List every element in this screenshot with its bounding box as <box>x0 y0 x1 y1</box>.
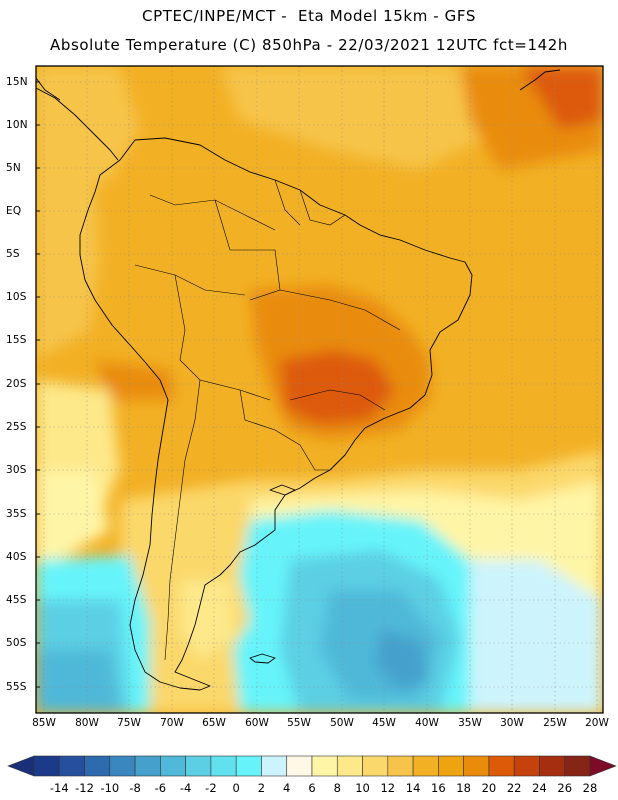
colorbar-tick-label: -8 <box>129 781 141 795</box>
colorbar-swatch <box>84 755 111 777</box>
lon-label: 35W <box>458 717 482 729</box>
colorbar-swatch <box>286 755 313 777</box>
colorbar-swatch <box>564 755 591 777</box>
colorbar-tick-label: 26 <box>557 781 573 795</box>
colorbar-tick-label: 24 <box>532 781 547 795</box>
lat-label: 50S <box>6 637 27 649</box>
lat-label: 5N <box>6 162 21 174</box>
south-america-outline <box>79 137 473 691</box>
lat-label: 5S <box>6 248 20 260</box>
temperature-field <box>36 66 603 713</box>
colorbar-tick-label: 6 <box>308 781 316 795</box>
colorbar-tick-label: 16 <box>431 781 446 795</box>
lat-label: 35S <box>6 508 27 520</box>
falklands-outline <box>249 653 276 664</box>
lon-label: 75W <box>117 717 141 729</box>
colorbar-swatch <box>160 755 186 777</box>
colorbar-tick-label: 28 <box>582 781 598 795</box>
lat-label: 25S <box>6 421 27 433</box>
colorbar-swatch <box>261 755 288 777</box>
colorbar-low-arrow <box>7 755 35 777</box>
lon-label: 30W <box>500 717 524 729</box>
colorbar-tick-label: 20 <box>481 781 497 795</box>
lat-label: 15N <box>6 76 28 88</box>
colorbar-tick-label: 12 <box>380 781 396 795</box>
lon-label: 70W <box>160 717 184 729</box>
colorbar-tick-label: 10 <box>355 781 370 795</box>
colorbar-swatch <box>438 755 464 777</box>
lon-label: 45W <box>372 717 396 729</box>
axis-ticks <box>36 81 40 688</box>
colorbar-swatch <box>513 755 540 777</box>
colorbar-swatch <box>362 755 389 777</box>
chart-title: CPTEC/INPE/MCT - Eta Model 15km - GFS <box>142 7 476 25</box>
colorbar-tick-label: 0 <box>232 781 240 795</box>
lat-label: 55S <box>6 681 27 693</box>
colorbar-swatch <box>463 755 490 777</box>
country-borders <box>134 179 401 661</box>
colorbar-swatch <box>412 755 439 777</box>
colorbar-high-arrow <box>589 755 617 777</box>
colorbar-swatch <box>488 755 515 777</box>
colorbar-tick-label: -12 <box>75 781 94 795</box>
colorbar <box>7 755 617 777</box>
colorbar-tick-label: -6 <box>154 781 167 795</box>
colorbar-swatch <box>33 755 60 777</box>
colorbar-tick-label: 18 <box>456 781 471 795</box>
colorbar-tick-label: 2 <box>257 781 266 795</box>
colorbar-tick-label: 4 <box>283 781 291 795</box>
colorbar-tick-label: 14 <box>405 781 421 795</box>
colorbar-swatch <box>109 755 136 777</box>
lat-label: 45S <box>6 594 27 606</box>
colorbar-tick-label: 8 <box>333 781 341 795</box>
lat-label: 20S <box>6 378 27 390</box>
colorbar-tick-label: 22 <box>506 781 522 795</box>
lat-label: 15S <box>6 334 27 346</box>
colorbar-swatch <box>210 755 237 777</box>
lon-label: 25W <box>543 717 567 729</box>
colorbar-tick-label: -14 <box>49 781 69 795</box>
lon-label: 65W <box>202 717 226 729</box>
colorbar-tick-label: -2 <box>205 781 217 795</box>
central-america-outline <box>36 87 119 161</box>
colorbar-tick-label: -10 <box>100 781 120 795</box>
lat-label: 10N <box>6 119 28 131</box>
lat-label: EQ <box>6 205 22 217</box>
map-frame <box>35 65 604 714</box>
lon-label: 55W <box>287 717 311 729</box>
la-plata-estuary <box>269 484 296 496</box>
caribbean-islands <box>519 69 561 91</box>
lon-label: 85W <box>32 717 56 729</box>
colorbar-swatch <box>336 755 363 777</box>
lon-label: 20W <box>585 717 609 729</box>
colorbar-swatch <box>235 755 262 777</box>
colorbar-swatch <box>387 755 414 777</box>
lon-label: 40W <box>415 717 439 729</box>
lon-label: 60W <box>245 717 269 729</box>
lon-label: 80W <box>75 717 99 729</box>
lon-label: 50W <box>330 717 354 729</box>
colorbar-swatch <box>539 755 566 777</box>
colorbar-swatch <box>185 755 212 777</box>
chart-subtitle: Absolute Temperature (C) 850hPa - 22/03/… <box>49 36 569 54</box>
lat-label: 40S <box>6 551 27 563</box>
colorbar-swatch <box>58 755 85 777</box>
colorbar-tick-label: -4 <box>179 781 192 795</box>
lat-label: 10S <box>6 291 27 303</box>
colorbar-swatch <box>134 755 161 777</box>
lat-label: 30S <box>6 464 27 476</box>
colorbar-swatch <box>311 755 338 777</box>
